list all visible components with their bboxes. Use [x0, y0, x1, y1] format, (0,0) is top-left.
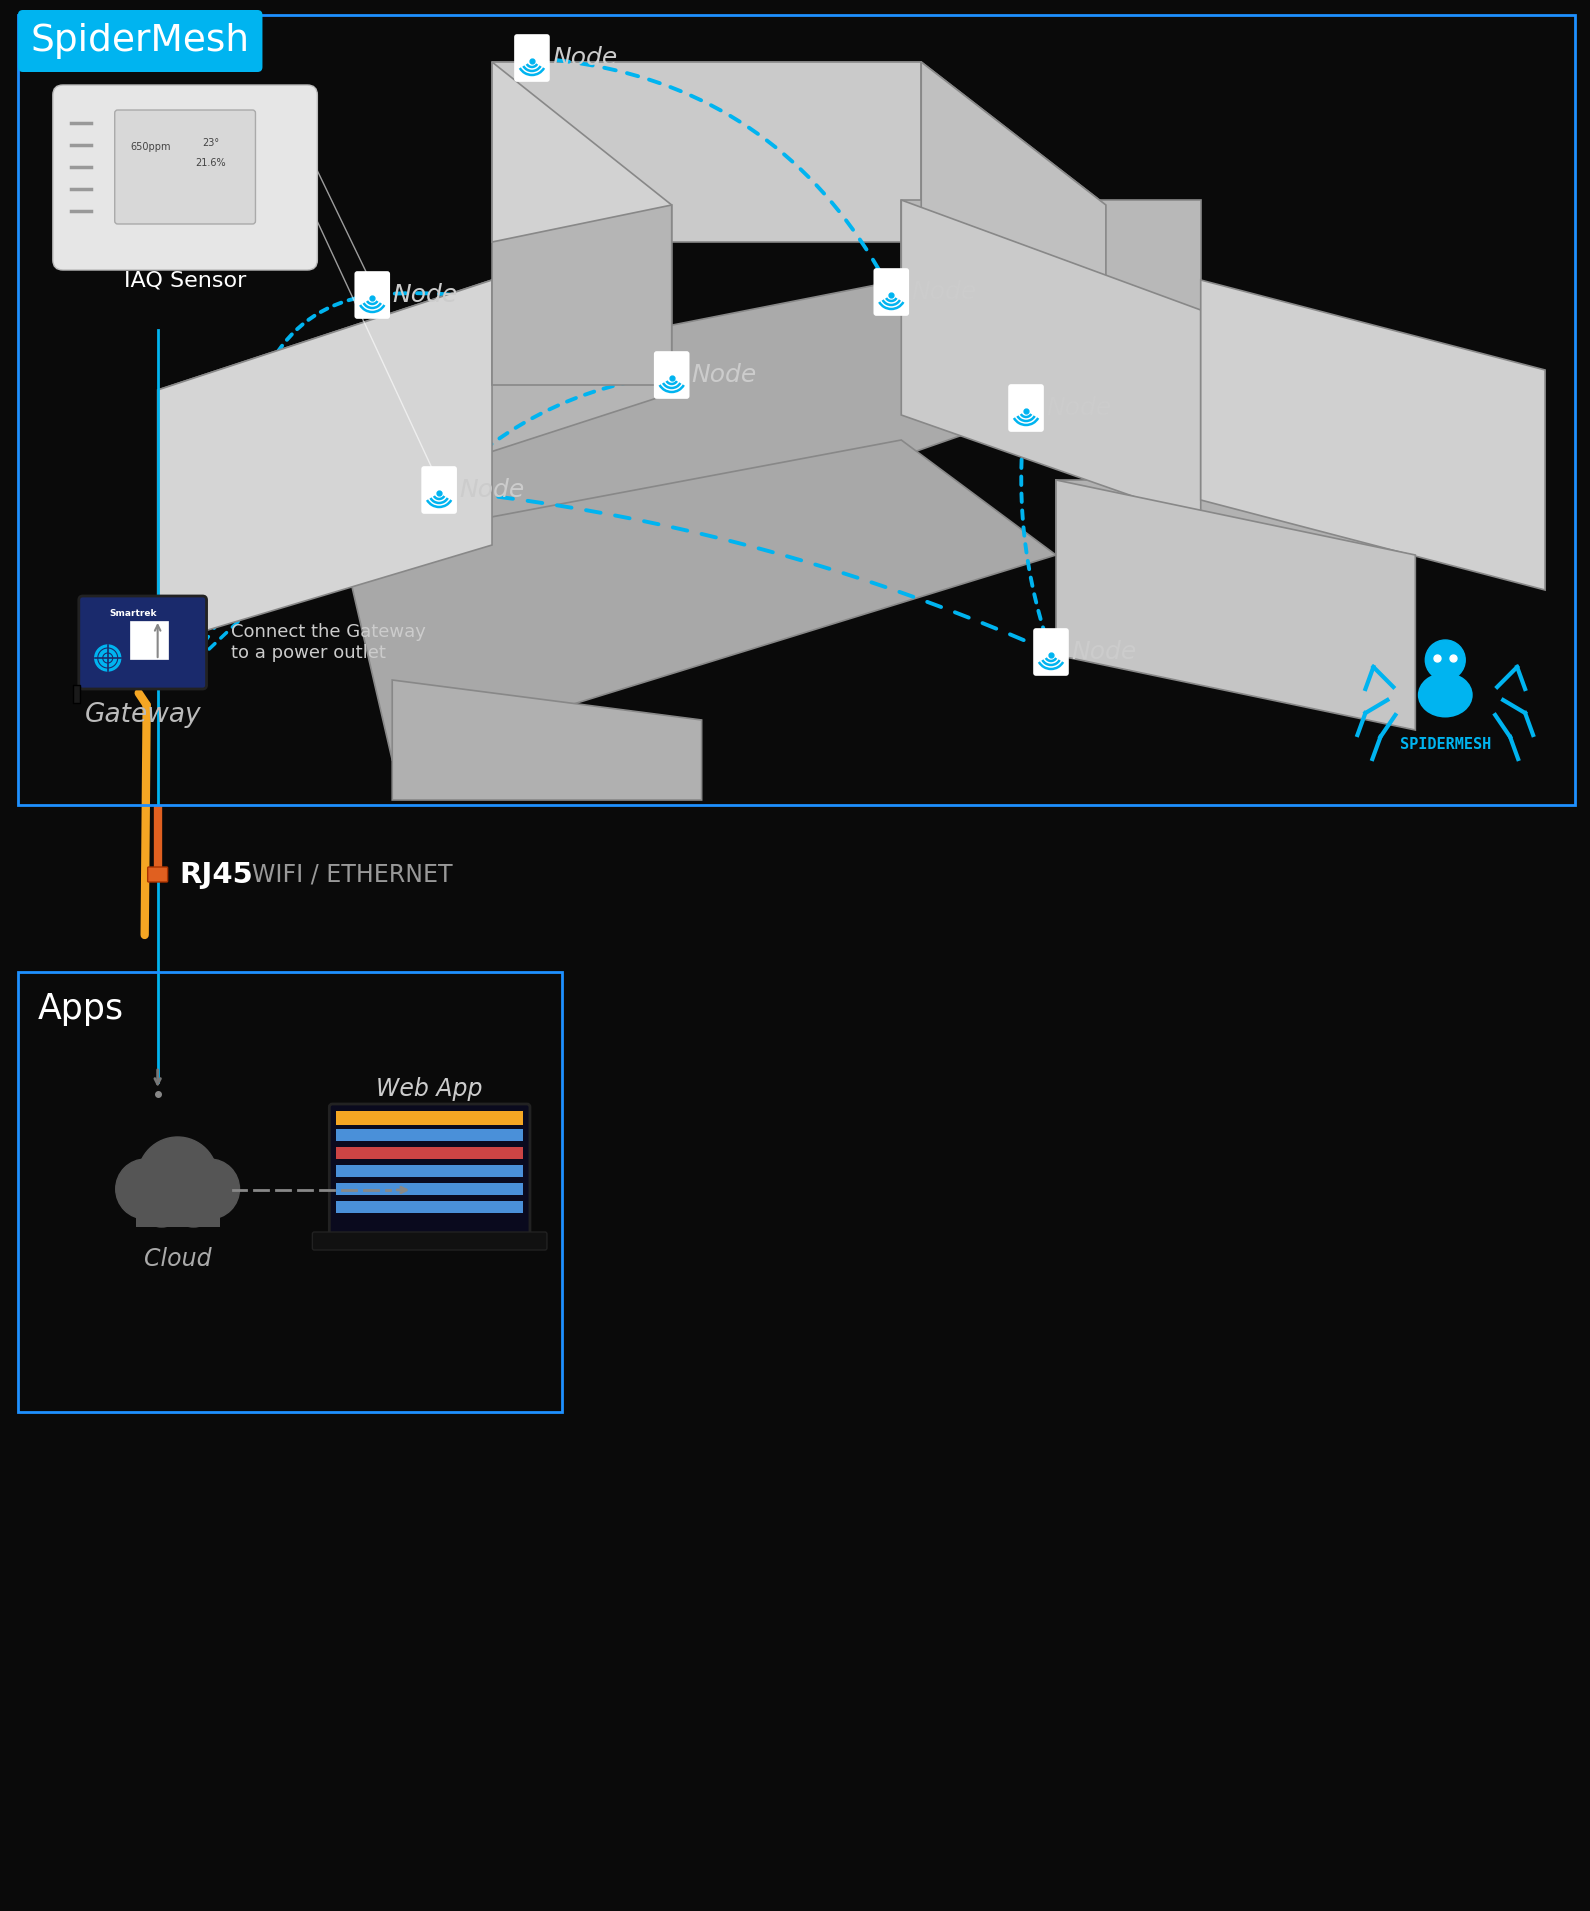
Polygon shape	[73, 684, 80, 703]
Text: Node: Node	[1046, 396, 1111, 420]
Polygon shape	[491, 204, 671, 384]
Polygon shape	[491, 61, 1107, 204]
Polygon shape	[157, 281, 682, 501]
FancyBboxPatch shape	[337, 1129, 523, 1141]
Text: Web App: Web App	[377, 1078, 483, 1101]
Text: RJ45: RJ45	[180, 862, 253, 889]
Text: Node: Node	[692, 363, 757, 388]
Text: Node: Node	[1072, 640, 1137, 663]
FancyBboxPatch shape	[17, 10, 262, 73]
Circle shape	[138, 1179, 186, 1227]
Polygon shape	[921, 61, 1107, 384]
FancyBboxPatch shape	[52, 84, 318, 269]
FancyBboxPatch shape	[1010, 384, 1043, 432]
FancyBboxPatch shape	[655, 352, 688, 397]
Text: SPIDERMESH: SPIDERMESH	[1399, 738, 1491, 753]
FancyBboxPatch shape	[80, 596, 207, 690]
Text: Connect the Gateway
to a power outlet: Connect the Gateway to a power outlet	[231, 623, 426, 661]
FancyBboxPatch shape	[148, 868, 167, 883]
Text: WIFI / ETHERNET: WIFI / ETHERNET	[253, 864, 453, 887]
Polygon shape	[1056, 480, 1415, 554]
Text: 23°: 23°	[202, 138, 219, 147]
Text: 21.6%: 21.6%	[196, 159, 226, 168]
Circle shape	[95, 646, 121, 671]
Polygon shape	[342, 440, 1056, 761]
Text: Gateway: Gateway	[84, 701, 200, 728]
Polygon shape	[902, 201, 1200, 310]
FancyBboxPatch shape	[135, 1198, 219, 1227]
Text: 650ppm: 650ppm	[130, 141, 170, 153]
Polygon shape	[1056, 480, 1415, 730]
Circle shape	[170, 1179, 218, 1227]
Text: IAQ Sensor: IAQ Sensor	[124, 269, 246, 290]
FancyBboxPatch shape	[423, 466, 456, 512]
FancyBboxPatch shape	[337, 1166, 523, 1177]
Text: Node: Node	[393, 283, 458, 308]
Polygon shape	[393, 680, 701, 801]
Polygon shape	[1200, 281, 1545, 590]
Polygon shape	[491, 61, 671, 384]
Text: SpiderMesh: SpiderMesh	[30, 23, 250, 59]
FancyBboxPatch shape	[114, 111, 256, 224]
Text: Smartrek: Smartrek	[110, 610, 156, 619]
Text: Apps: Apps	[38, 992, 124, 1026]
Circle shape	[138, 1137, 218, 1217]
FancyBboxPatch shape	[875, 269, 908, 315]
Ellipse shape	[1418, 673, 1472, 717]
Circle shape	[180, 1158, 240, 1219]
Text: Node: Node	[552, 46, 617, 71]
Polygon shape	[342, 281, 1107, 581]
FancyBboxPatch shape	[337, 1147, 523, 1158]
FancyBboxPatch shape	[337, 1200, 523, 1213]
FancyBboxPatch shape	[1034, 629, 1068, 675]
FancyBboxPatch shape	[329, 1105, 529, 1235]
FancyBboxPatch shape	[337, 1183, 523, 1194]
Polygon shape	[157, 281, 491, 646]
Text: Node: Node	[911, 281, 976, 304]
Polygon shape	[491, 61, 921, 243]
FancyBboxPatch shape	[130, 621, 167, 659]
Text: Node: Node	[460, 478, 525, 503]
Circle shape	[116, 1158, 175, 1219]
Circle shape	[1425, 640, 1466, 680]
Text: Cloud: Cloud	[143, 1248, 211, 1271]
FancyBboxPatch shape	[355, 271, 390, 317]
FancyBboxPatch shape	[312, 1233, 547, 1250]
Polygon shape	[902, 201, 1200, 520]
FancyBboxPatch shape	[515, 34, 549, 80]
FancyBboxPatch shape	[337, 1110, 523, 1126]
